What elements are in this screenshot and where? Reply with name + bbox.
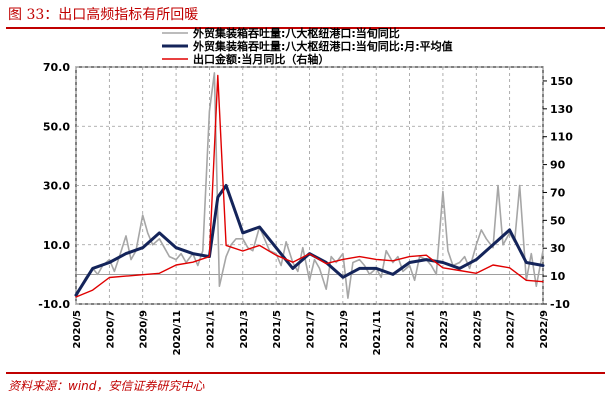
- x-tick-label: 2020/7: [105, 310, 116, 348]
- x-tick-label: 2020/5: [72, 310, 83, 348]
- x-tick-label: 2022/1: [406, 310, 417, 348]
- left-tick-label: 50.0: [43, 120, 70, 133]
- x-tick-label: 2021/7: [306, 310, 317, 348]
- bottom-rule: [6, 372, 605, 374]
- x-tick-label: 2021/1: [205, 310, 216, 348]
- grid-layer: [75, 66, 544, 305]
- legend-label: 出口金额:当月同比（右轴）: [193, 52, 329, 66]
- right-tick-label: 70: [550, 186, 566, 199]
- x-tick-label: 2022/7: [506, 310, 517, 348]
- left-tick-label: 70.0: [43, 61, 70, 74]
- x-tick-label: 2020/9: [139, 310, 150, 348]
- axis-layer: 70.0 50.0 30.0 10.0 -10.0 150 130 110 90 70 50 30 10…: [38, 61, 573, 355]
- x-tick-label: 2020/11: [172, 310, 183, 355]
- x-tick-label: 2022/3: [439, 310, 450, 348]
- legend: 外贸集装箱吞吐量:八大枢纽港口:当旬同比外贸集装箱吞吐量:八大枢纽港口:当旬同比…: [162, 26, 453, 66]
- x-tick-label: 2021/11: [372, 310, 383, 355]
- right-tick-label: 30: [550, 242, 566, 255]
- right-tick-label: 90: [550, 159, 566, 172]
- legend-label: 外贸集装箱吞吐量:八大枢纽港口:当旬同比: [192, 26, 400, 40]
- right-tick-label: 50: [550, 214, 566, 227]
- series-line-3: [75, 74, 544, 298]
- left-tick-label: 10.0: [43, 239, 70, 252]
- x-tick-label: 2021/9: [339, 310, 350, 348]
- series-line-2: [74, 184, 545, 297]
- x-tick-label: 2021/5: [272, 310, 283, 348]
- right-tick-label: 110: [550, 131, 573, 144]
- right-tick-label: 130: [550, 103, 573, 116]
- right-tick-label: 10: [550, 270, 566, 283]
- legend-label: 外贸集装箱吞吐量:八大枢纽港口:当旬同比:月:平均值: [192, 39, 453, 53]
- series-layer: [74, 72, 545, 299]
- left-tick-label: 30.0: [43, 180, 70, 193]
- figure-title: 图 33：出口高频指标有所回暖: [8, 7, 199, 23]
- x-tick-label: 2022/5: [472, 310, 483, 348]
- x-tick-label: 2022/9: [539, 310, 550, 348]
- x-tick-label: 2021/3: [239, 310, 250, 348]
- top-rule: [6, 27, 605, 29]
- left-tick-label: -10.0: [38, 298, 70, 311]
- right-tick-label: 150: [550, 75, 573, 88]
- series-line-1: [75, 72, 544, 299]
- source-note: 资料来源：wind，安信证券研究中心: [8, 379, 205, 393]
- right-tick-label: -10: [550, 298, 570, 311]
- line-chart: 70.0 50.0 30.0 10.0 -10.0 150 130 110 90 70 50 30 10…: [38, 26, 573, 355]
